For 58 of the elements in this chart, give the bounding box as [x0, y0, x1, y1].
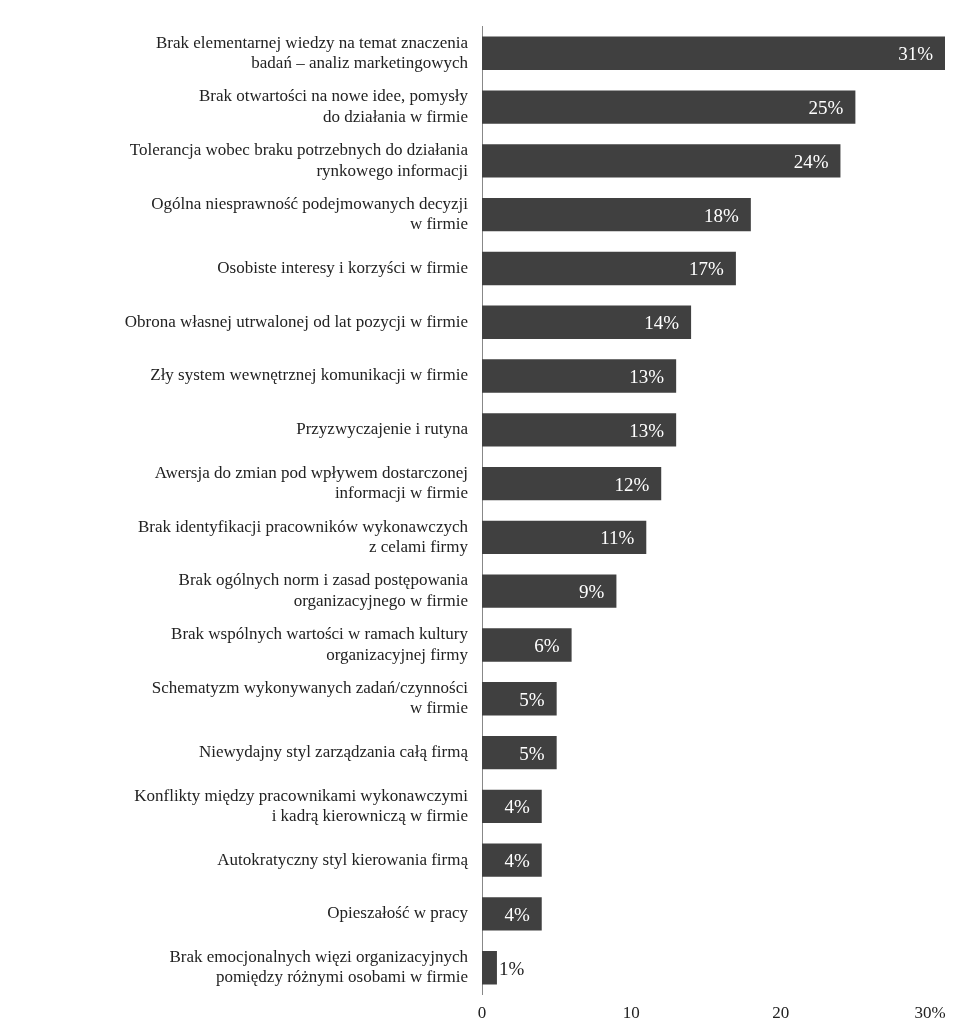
bar — [482, 951, 497, 985]
bar — [482, 144, 841, 178]
y-tick-label: Schematyzm wykonywanych zadań/czynności w firmie — [151, 678, 469, 718]
y-tick-label: Zły system wewnętrznej komunikacji w firmie — [150, 365, 468, 385]
bar — [482, 359, 677, 393]
bar — [482, 90, 856, 124]
bar — [482, 682, 557, 716]
bar — [482, 36, 945, 70]
x-tick-label: 20 — [772, 1003, 790, 1023]
y-tick-label: Opieszałość w pracy — [327, 903, 469, 923]
data-label: 5% — [519, 688, 545, 710]
x-tick-label: 30% — [914, 1003, 946, 1023]
bar — [482, 413, 677, 447]
data-label: 18% — [704, 204, 740, 226]
data-label: 5% — [519, 742, 545, 764]
y-tick-label: Awersja do zmian pod wpływem dostarczonej informacji w firmie — [154, 462, 468, 503]
data-label: 9% — [579, 581, 605, 603]
y-tick-label: Konflikty między pracownikami wykonawczymi i kadrą kierowniczą w firmie — [134, 785, 469, 826]
y-tick-label: Brak wspólnych wartości w ramach kultury organizacyjnej firmy — [171, 624, 469, 664]
y-tick-label: Brak emocjonalnych więzi organizacyjnych pomiędzy różnymi osobami w firmie — [169, 946, 469, 987]
data-label: 13% — [629, 366, 665, 388]
x-tick-label: 10 — [622, 1003, 640, 1023]
bar — [482, 251, 736, 286]
bar — [482, 520, 647, 555]
y-tick-label: Niewydajny styl zarządzania całą firmą — [198, 742, 469, 762]
y-tick-label: Ogólna niesprawność podejmowanych decyzji w firmie — [151, 193, 469, 234]
data-label: 4% — [504, 796, 530, 818]
data-label: 31% — [898, 43, 934, 65]
data-label: 1% — [498, 957, 525, 979]
y-tick-label: Brak ogólnych norm i zasad postępowania organizacyjnego w firmie — [178, 570, 469, 610]
y-tick-label: Brak identyfikacji pracowników wykonawczych z celami firmy — [138, 516, 469, 557]
data-label: 4% — [504, 850, 530, 872]
data-label: 24% — [793, 150, 829, 172]
bar — [482, 735, 557, 770]
y-tick-label: Przyzwyczajenie i rutyna — [296, 419, 469, 439]
y-tick-label: Tolerancja wobec braku potrzebnych do działania rynkowego informacji — [129, 140, 469, 180]
bar — [482, 843, 542, 877]
bar — [482, 897, 542, 931]
y-tick-label: Obrona własnej utrwalonej od lat pozycji w firmie — [124, 311, 468, 331]
data-label: 13% — [629, 419, 665, 441]
y-tick-label: Brak elementarnej wiedzy na temat znaczenia badań – analiz marketingowych — [156, 32, 469, 72]
bar — [482, 197, 751, 232]
data-label: 14% — [644, 312, 680, 334]
bar — [482, 789, 542, 824]
data-label: 6% — [534, 634, 560, 656]
bar — [482, 628, 572, 662]
y-tick-label: Osobiste interesy i korzyści w firmie — [217, 257, 468, 277]
y-tick-label: Autokratyczny styl kierowania firmą — [217, 849, 469, 869]
data-label: 11% — [600, 527, 635, 549]
data-label: 12% — [614, 473, 650, 495]
bar — [482, 574, 617, 608]
data-label: 25% — [808, 97, 844, 119]
bar — [482, 466, 662, 501]
data-label: 17% — [689, 258, 725, 280]
bar — [482, 305, 692, 339]
x-tick-label: 0 — [477, 1003, 487, 1023]
y-tick-label: Brak otwartości na nowe idee, pomysły do działania w firmie — [198, 86, 469, 126]
data-label: 4% — [504, 903, 530, 925]
